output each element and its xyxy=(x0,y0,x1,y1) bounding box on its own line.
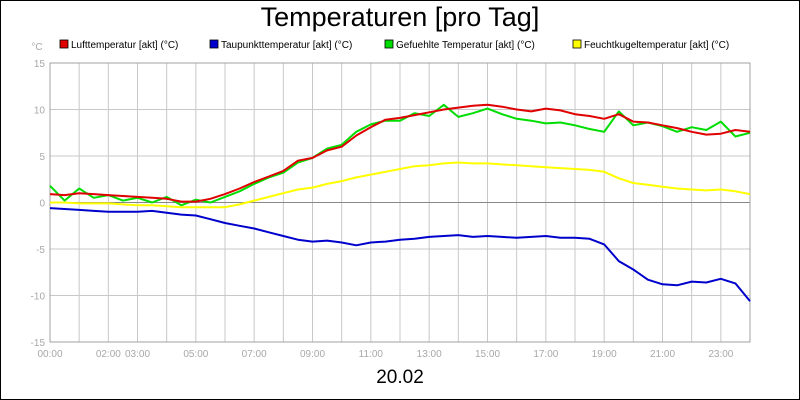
x-tick-label: 19:00 xyxy=(592,349,617,360)
series-line-1 xyxy=(49,207,751,302)
x-tick-label: 05:00 xyxy=(183,349,208,360)
x-tick-label: 02:00 xyxy=(96,349,121,360)
series-lines xyxy=(49,103,751,302)
y-tick-label: -15 xyxy=(31,338,46,349)
x-tick-label: 11:00 xyxy=(359,349,384,360)
date-label: 20.02 xyxy=(376,367,424,388)
y-tick-label: 10 xyxy=(34,106,46,117)
y-tick-label: 15 xyxy=(34,59,46,70)
legend-label: Feuchtkugeltemperatur [akt] (°C) xyxy=(584,40,729,51)
x-tick-label: 13:00 xyxy=(417,349,442,360)
x-tick-label: 09:00 xyxy=(300,349,325,360)
legend-swatch xyxy=(384,39,394,49)
legend: Lufttemperatur [akt] (°C) Taupunkttempera… xyxy=(59,39,729,51)
x-tick-label: 00:00 xyxy=(37,349,62,360)
x-tick-label: 23:00 xyxy=(708,349,733,360)
y-tick-label: -5 xyxy=(36,245,45,256)
series-line-0 xyxy=(49,103,751,203)
y-tick-label: 5 xyxy=(39,152,45,163)
legend-label: Lufttemperatur [akt] (°C) xyxy=(71,40,178,51)
x-tick-label: 03:00 xyxy=(125,349,150,360)
y-axis-unit: °C xyxy=(31,42,42,53)
x-tick-label: 07:00 xyxy=(242,349,267,360)
y-tick-label: 0 xyxy=(39,199,45,210)
grid xyxy=(49,62,751,343)
legend-swatch xyxy=(209,39,219,49)
x-tick-label: 21:00 xyxy=(650,349,675,360)
x-tick-label: 15:00 xyxy=(475,349,500,360)
series-line-2 xyxy=(49,103,751,207)
legend-swatch xyxy=(59,39,69,49)
y-tick-label: -10 xyxy=(31,292,46,303)
x-tick-label: 17:00 xyxy=(533,349,558,360)
chart-title: Temperaturen [pro Tag] xyxy=(260,2,540,32)
legend-swatch xyxy=(572,39,582,49)
legend-label: Taupunkttemperatur [akt] (°C) xyxy=(221,40,352,51)
legend-label: Gefuehlte Temperatur [akt] (°C) xyxy=(396,40,535,51)
series-line-3 xyxy=(50,161,751,209)
